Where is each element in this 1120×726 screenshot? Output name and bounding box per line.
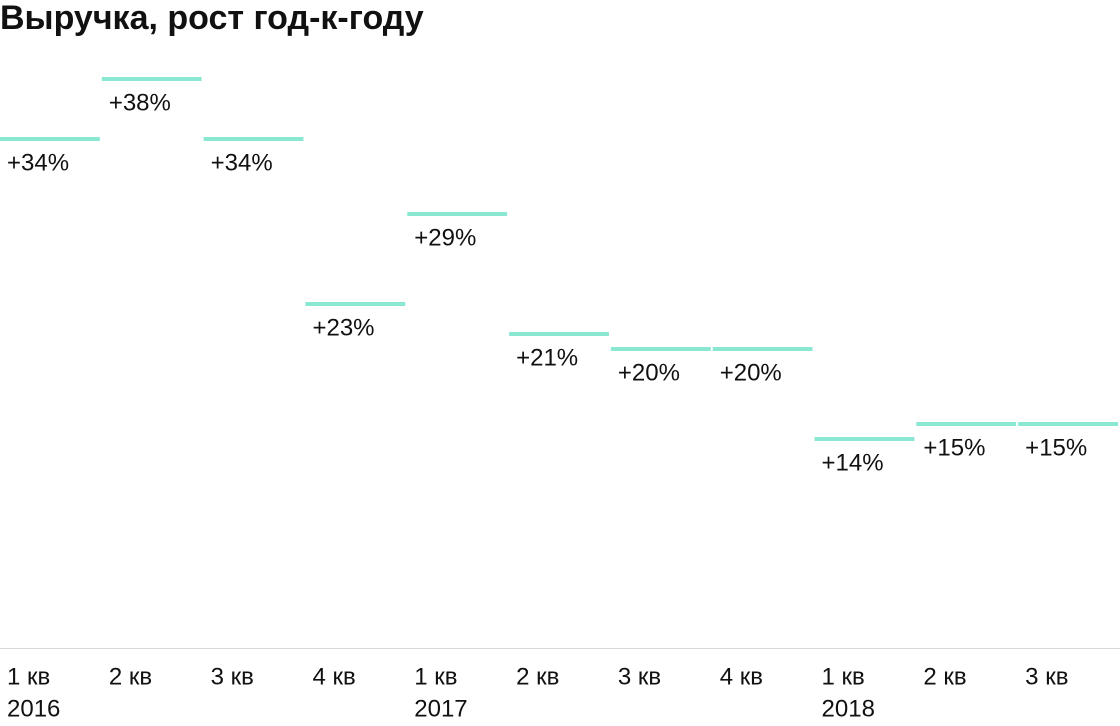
value-label: +34%: [211, 149, 273, 176]
x-tick-label: 1 кв: [414, 663, 457, 690]
value-label: +20%: [618, 359, 680, 386]
value-label: +29%: [414, 224, 476, 251]
x-tick-label: 4 кв: [720, 663, 763, 690]
x-tick-label: 3 кв: [211, 663, 254, 690]
x-tick-label: 2 кв: [109, 663, 152, 690]
value-label: +21%: [516, 344, 578, 371]
x-tick-label: 2 кв: [923, 663, 966, 690]
value-label: +15%: [1025, 434, 1087, 461]
x-tick-label: 4 кв: [312, 663, 355, 690]
x-tick-label: 1 кв: [7, 663, 50, 690]
x-year-label: 2018: [822, 695, 875, 722]
value-label: +23%: [312, 314, 374, 341]
x-tick-label: 1 кв: [822, 663, 865, 690]
chart-title: Выручка, рост год-к-году: [0, 0, 424, 37]
x-tick-label: 3 кв: [1025, 663, 1068, 690]
x-tick-label: 3 кв: [618, 663, 661, 690]
value-label: +15%: [923, 434, 985, 461]
x-tick-label: 2 кв: [516, 663, 559, 690]
value-label: +34%: [7, 149, 69, 176]
value-label: +14%: [822, 449, 884, 476]
x-year-label: 2017: [414, 695, 467, 722]
value-label: +20%: [720, 359, 782, 386]
value-label: +38%: [109, 89, 171, 116]
x-year-label: 2016: [7, 695, 60, 722]
